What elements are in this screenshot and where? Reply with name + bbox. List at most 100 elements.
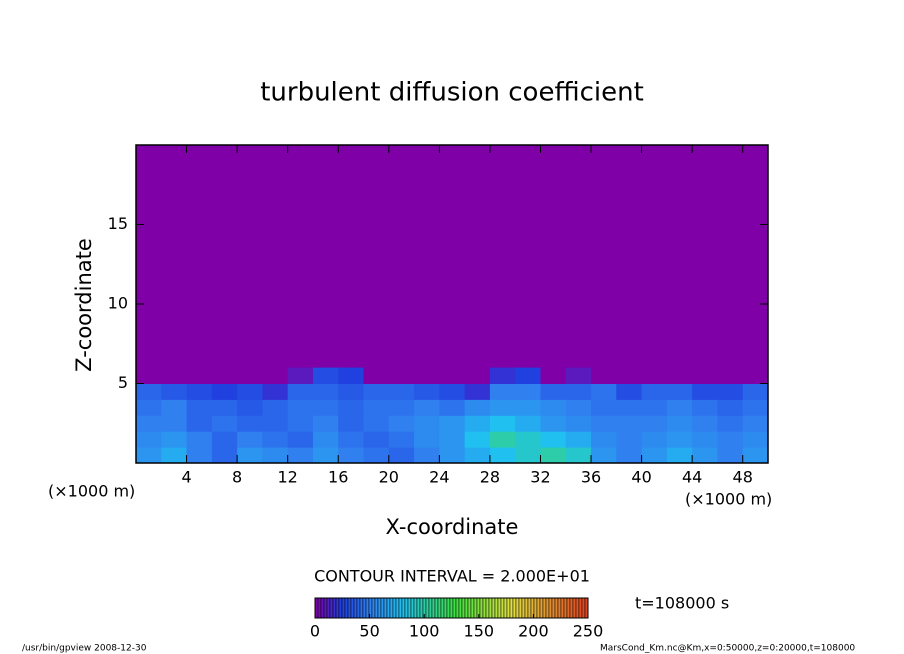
field-cell	[641, 383, 668, 400]
colorbar-slice	[482, 597, 487, 619]
colorbar-slice	[374, 597, 379, 619]
colorbar-slice	[578, 597, 583, 619]
field-cell	[312, 431, 339, 448]
x-tick-label: 32	[530, 468, 550, 487]
field-cell	[414, 367, 440, 384]
colorbar-slice	[380, 597, 385, 619]
field-cell	[489, 415, 516, 432]
field-cell	[439, 383, 466, 400]
field-cell	[742, 367, 769, 384]
colorbar-slice	[461, 597, 466, 619]
field-cell	[287, 399, 314, 416]
field-cell	[489, 383, 516, 400]
field-cell	[211, 415, 238, 432]
contour-interval: CONTOUR INTERVAL = 2.000E+01	[314, 567, 590, 586]
colorbar-tick-label: 50	[359, 622, 379, 641]
field-cell	[287, 383, 314, 400]
colorbar-slice	[413, 597, 418, 619]
colorbar-slice	[401, 597, 406, 619]
field-cell	[464, 447, 491, 464]
footer-left: /usr/bin/gpview 2008-12-30	[22, 644, 147, 654]
field-cell	[692, 367, 718, 384]
field-cell	[186, 399, 213, 416]
colorbar-slice	[389, 597, 394, 619]
colorbar-slice	[485, 597, 490, 619]
field-cell	[262, 447, 289, 464]
colorbar-slice	[521, 597, 526, 619]
field-cell	[641, 367, 668, 384]
colorbar-slice	[566, 597, 571, 619]
field-cell	[363, 415, 390, 432]
colorbar-slice	[536, 597, 541, 619]
field-cell	[312, 399, 339, 416]
field-cell	[742, 383, 769, 400]
field-cell	[312, 383, 339, 400]
field-cell	[388, 367, 415, 384]
colorbar-slice	[542, 597, 547, 619]
field-cell	[742, 415, 769, 432]
field-cell	[692, 431, 718, 448]
colorbar-tick-label: 250	[573, 622, 604, 641]
field-cell	[439, 367, 466, 384]
field-cell	[717, 431, 744, 448]
colorbar-slice	[539, 597, 544, 619]
colorbar-slice	[395, 597, 400, 619]
field-cell	[464, 415, 491, 432]
colorbar-slice	[467, 597, 472, 619]
y-tick-label: 10	[108, 294, 128, 313]
field-cell	[540, 383, 567, 400]
field-cell	[414, 431, 440, 448]
field-cell	[262, 431, 289, 448]
field-cell	[591, 367, 617, 384]
field-cell	[489, 367, 516, 384]
field-cell	[515, 431, 541, 448]
field-cell	[161, 431, 188, 448]
x-tick-label: 28	[480, 468, 500, 487]
field-cell	[616, 431, 643, 448]
field-cell	[641, 431, 668, 448]
colorbar-slice	[458, 597, 463, 619]
field-cell	[388, 447, 415, 464]
field-cell	[515, 447, 541, 464]
colorbar-slice	[581, 597, 586, 619]
colorbar-slice	[575, 597, 580, 619]
field-cell	[565, 431, 592, 448]
colorbar-slice	[332, 597, 337, 619]
x-tick-label: 12	[278, 468, 298, 487]
field-cell	[136, 415, 162, 432]
colorbar-slice	[437, 597, 442, 619]
colorbar-slice	[434, 597, 439, 619]
colorbar-slice	[371, 597, 376, 619]
field-cell	[540, 399, 567, 416]
field-cell	[161, 415, 188, 432]
field-cell	[262, 415, 289, 432]
colorbar-slice	[365, 597, 370, 619]
x-axis-label: X-coordinate	[386, 515, 519, 539]
field-cell	[211, 447, 238, 464]
field-cell	[717, 447, 744, 464]
colorbar-slice	[440, 597, 445, 619]
field-cell	[717, 415, 744, 432]
colorbar-slice	[527, 597, 532, 619]
field-cell	[666, 367, 693, 384]
field-cell	[388, 383, 415, 400]
colorbar-slice	[362, 597, 367, 619]
colorbar-slice	[503, 597, 508, 619]
field-cell	[641, 447, 668, 464]
x-tick-label: 24	[429, 468, 449, 487]
field-cell	[136, 431, 162, 448]
field-cell	[338, 431, 365, 448]
colorbar-slice	[416, 597, 421, 619]
field-cell	[666, 399, 693, 416]
field-cell	[211, 431, 238, 448]
field-cell	[186, 447, 213, 464]
x-tick-label: 48	[733, 468, 753, 487]
field-cell	[363, 399, 390, 416]
field-cell	[616, 447, 643, 464]
field-cell	[414, 399, 440, 416]
footer-right: MarsCond_Km.nc@Km,x=0:50000,z=0:20000,t=…	[600, 644, 855, 654]
field-cell	[338, 383, 365, 400]
field-cell	[237, 447, 263, 464]
field-cell	[489, 431, 516, 448]
